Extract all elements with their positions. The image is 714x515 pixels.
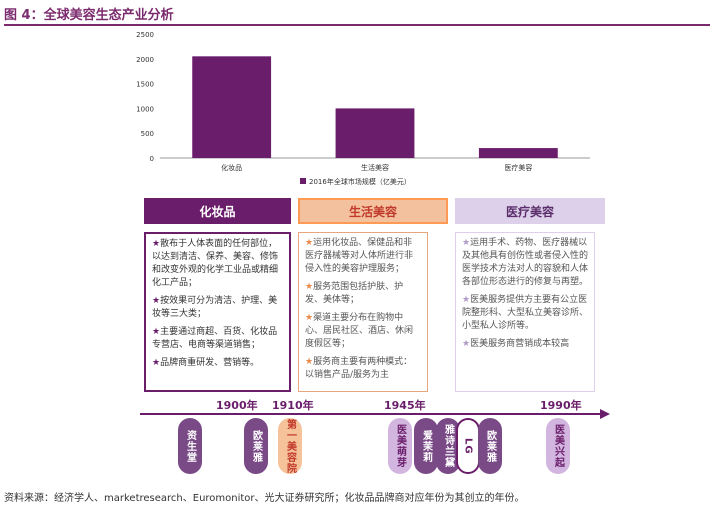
bullet-item: ★渠道主要分布在购物中心、居民社区、酒店、休闲度假区等； (305, 312, 421, 351)
y-tick-label: 1500 (136, 81, 154, 89)
y-tick-label: 0 (150, 155, 154, 163)
timeline-year: 1900年 (216, 399, 258, 412)
brand-marker: 第一美容院 (278, 418, 302, 474)
brand-marker: 医美兴起 (546, 418, 570, 474)
bullet-item: ★主要通过商超、百货、化妆品专营店、电商等渠道销售； (152, 326, 283, 352)
bar (192, 56, 272, 158)
brand-marker: 欧莱雅 (478, 418, 502, 474)
bullet-item: ★医美服务提供方主要有公立医院整形科、大型私立美容诊所、小型私人诊所等。 (462, 294, 588, 333)
x-tick-label: 医疗美容 (504, 163, 532, 172)
star-icon: ★ (305, 357, 314, 367)
bullet-item: ★品牌商重研发、营销等。 (152, 357, 283, 370)
column-box-lifestyle-beauty: ★运用化妆品、保健品和非医疗器械等对人体所进行非侵入性的美容护理服务； ★服务范围… (298, 232, 428, 392)
bar-chart: 0 500 1000 1500 2000 2500 化妆品 生活美容 医疗美容 2016年全球市… (136, 31, 590, 186)
bullet-item: ★按效果可分为清洁、护理、美妆等三大类； (152, 295, 283, 321)
column-box-medical-beauty: ★运用手术、药物、医疗器械以及其他具有创伤性或者侵入性的医学技术方法对人的容貌和… (455, 232, 595, 392)
column-box-cosmetics: ★散布于人体表面的任何部位，以达到清洁、保养、美容、修饰和改变外观的化学工业品或… (144, 232, 291, 392)
bullet-text: 医美服务提供方主要有公立医院整形科、大型私立美容诊所、小型私人诊所等。 (462, 295, 589, 331)
bullet-item: ★服务商主要有两种模式：以销售产品/服务为主 (305, 356, 421, 382)
bullet-text: 渠道主要分布在购物中心、居民社区、酒店、休闲度假区等； (305, 313, 414, 349)
bullet-item: ★运用手术、药物、医疗器械以及其他具有创伤性或者侵入性的医学技术方法对人的容貌和… (462, 237, 588, 289)
brand-marker: 医美萌芽 (388, 418, 412, 474)
y-tick-label: 500 (141, 130, 154, 138)
bar (335, 108, 415, 158)
star-icon: ★ (462, 339, 471, 349)
star-icon: ★ (305, 313, 314, 323)
timeline-year: 1990年 (540, 399, 582, 412)
brand-marker: LG (456, 418, 480, 474)
bullet-text: 服务范围包括护肤、护发、美体等； (305, 282, 404, 305)
star-icon: ★ (152, 296, 161, 306)
x-tick-label: 生活美容 (361, 163, 389, 172)
bullet-text: 服务商主要有两种模式：以销售产品/服务为主 (305, 357, 413, 380)
star-icon: ★ (305, 282, 314, 292)
chart-bars (192, 56, 558, 158)
source-note: 资料来源：经济学人、marketresearch、Euromonitor、光大证… (4, 493, 525, 504)
chart-labels: 化妆品 生活美容 医疗美容 2016年全球市场规模（亿美元） (221, 163, 532, 186)
bullet-item: ★运用化妆品、保健品和非医疗器械等对人体所进行非侵入性的美容护理服务； (305, 237, 421, 276)
legend-label: 2016年全球市场规模（亿美元） (309, 177, 411, 186)
column-heading-lifestyle-beauty: 生活美容 (298, 198, 448, 224)
star-icon: ★ (462, 295, 471, 305)
star-icon: ★ (152, 239, 161, 249)
brand-marker: 爱茉莉 (414, 418, 438, 474)
figure-title: 图 4：全球美容生态产业分析 (4, 8, 174, 23)
legend-swatch (300, 178, 306, 184)
bullet-text: 医美服务商营销成本较高 (470, 339, 570, 349)
column-heading-medical-beauty: 医疗美容 (455, 198, 605, 224)
column-heading-cosmetics: 化妆品 (144, 198, 291, 224)
brand-marker: 资生堂 (178, 418, 202, 474)
bullet-item: ★服务范围包括护肤、护发、美体等； (305, 281, 421, 307)
y-tick-label: 2000 (136, 56, 154, 64)
title-rule (4, 24, 710, 26)
x-tick-label: 化妆品 (221, 163, 242, 172)
timeline-arrow (140, 409, 610, 419)
star-icon: ★ (462, 238, 471, 248)
star-icon: ★ (305, 238, 314, 248)
y-tick-label: 2500 (136, 31, 154, 39)
y-tick-label: 1000 (136, 105, 154, 113)
bullet-text: 运用手术、药物、医疗器械以及其他具有创伤性或者侵入性的医学技术方法对人的容貌和人… (462, 238, 589, 287)
bullet-item: ★医美服务商营销成本较高 (462, 338, 588, 351)
bullet-text: 品牌商重研发、营销等。 (160, 358, 260, 368)
bullet-text: 主要通过商超、百货、化妆品专营店、电商等渠道销售； (152, 327, 278, 350)
timeline-year: 1945年 (384, 399, 426, 412)
bar (478, 148, 558, 158)
bullet-item: ★散布于人体表面的任何部位，以达到清洁、保养、美容、修饰和改变外观的化学工业品或… (152, 238, 283, 290)
bullet-text: 运用化妆品、保健品和非医疗器械等对人体所进行非侵入性的美容护理服务； (305, 238, 414, 274)
bullet-text: 按效果可分为清洁、护理、美妆等三大类； (152, 296, 278, 319)
timeline-year: 1910年 (272, 399, 314, 412)
star-icon: ★ (152, 358, 161, 368)
star-icon: ★ (152, 327, 161, 337)
brand-marker: 欧莱雅 (244, 418, 268, 474)
bullet-text: 散布于人体表面的任何部位，以达到清洁、保养、美容、修饰和改变外观的化学工业品或精… (152, 239, 279, 288)
